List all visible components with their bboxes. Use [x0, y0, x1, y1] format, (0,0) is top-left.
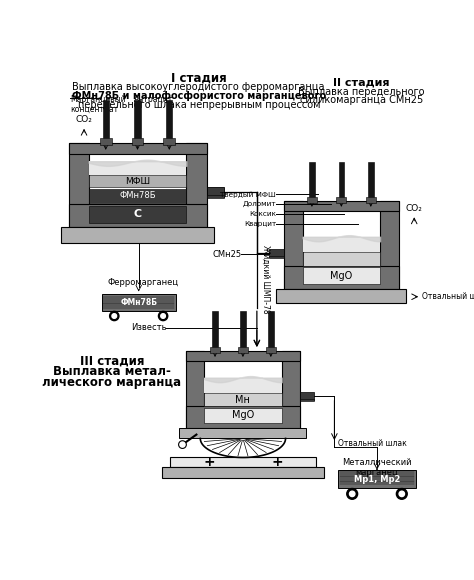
Text: ФМн78Б и малофосфористого марганцевого: ФМн78Б и малофосфористого марганцевого	[72, 91, 326, 101]
Text: I стадия: I стадия	[171, 72, 227, 85]
Text: Известь: Известь	[131, 323, 166, 332]
Bar	[100, 138, 111, 145]
Text: Выплавка передельного: Выплавка передельного	[298, 86, 425, 96]
Bar	[186, 406, 300, 427]
Text: силикомарганца СМн25: силикомарганца СМн25	[300, 95, 423, 105]
Text: Доломит: Доломит	[243, 201, 276, 208]
Bar	[207, 187, 224, 197]
Text: Коксик: Коксик	[249, 211, 276, 218]
Text: +: +	[271, 455, 283, 469]
Bar	[207, 195, 224, 198]
Circle shape	[396, 488, 407, 499]
Bar	[300, 399, 314, 401]
Bar	[102, 295, 175, 311]
Circle shape	[161, 314, 165, 318]
Bar	[89, 206, 186, 223]
Bar	[204, 408, 282, 423]
Text: Отвальный шлак: Отвальный шлак	[338, 438, 407, 448]
Text: СМн25: СМн25	[212, 250, 241, 259]
Text: Металлический
марганец: Металлический марганец	[342, 458, 412, 477]
Bar	[268, 256, 284, 258]
Bar	[89, 189, 186, 203]
Bar	[284, 201, 399, 211]
Circle shape	[347, 488, 357, 499]
Bar	[302, 252, 380, 266]
Text: II стадия: II стадия	[333, 77, 390, 88]
Bar	[103, 100, 109, 138]
Bar	[338, 162, 344, 197]
Text: С: С	[134, 209, 142, 219]
Bar	[266, 347, 276, 353]
Text: CO₂: CO₂	[76, 114, 92, 124]
Bar	[302, 237, 380, 252]
Bar	[179, 427, 307, 438]
Text: MgO: MgO	[330, 271, 353, 281]
Text: Антрацит: Антрацит	[134, 95, 173, 104]
Bar	[282, 351, 300, 427]
Bar	[300, 392, 314, 400]
Bar	[268, 249, 284, 257]
Bar	[240, 311, 246, 347]
Bar	[276, 289, 406, 303]
Bar	[212, 311, 218, 347]
Bar	[204, 378, 282, 393]
Circle shape	[109, 311, 119, 321]
Bar	[132, 138, 143, 145]
Text: лического марганца: лического марганца	[42, 376, 182, 389]
Circle shape	[158, 311, 168, 321]
Circle shape	[112, 314, 117, 318]
Text: Ферромарганец: Ферромарганец	[107, 278, 178, 287]
Bar	[69, 204, 207, 227]
Text: +: +	[203, 455, 215, 469]
Bar	[210, 347, 220, 353]
Bar	[284, 266, 399, 289]
Bar	[186, 143, 207, 227]
Bar	[302, 267, 380, 284]
Bar	[166, 100, 173, 138]
Text: Твердый МФШ: Твердый МФШ	[220, 191, 276, 198]
Bar	[69, 143, 207, 154]
Bar	[337, 197, 346, 203]
Text: Мн: Мн	[236, 395, 250, 405]
Text: Жидкий ШМП-78: Жидкий ШМП-78	[262, 245, 271, 313]
Text: III стадия: III стадия	[80, 354, 144, 368]
Text: Мр1, Мр2: Мр1, Мр2	[354, 475, 400, 484]
Bar	[380, 201, 399, 289]
Bar	[164, 138, 175, 145]
Text: Выплавка метал-: Выплавка метал-	[53, 365, 171, 378]
Text: ФМн78Б: ФМн78Б	[120, 298, 157, 307]
Text: ФМн78Б: ФМн78Б	[119, 191, 156, 200]
Bar	[368, 162, 374, 197]
Bar	[204, 393, 282, 406]
Text: MgO: MgO	[232, 410, 254, 420]
Bar	[61, 227, 214, 243]
Bar	[284, 201, 302, 289]
Bar	[69, 143, 89, 227]
Text: CO₂: CO₂	[406, 204, 423, 213]
Circle shape	[399, 491, 404, 496]
Bar	[268, 311, 273, 347]
Bar	[170, 458, 316, 467]
Bar	[309, 162, 315, 197]
Bar	[186, 351, 204, 427]
Circle shape	[179, 441, 186, 448]
Bar	[338, 470, 416, 488]
Bar	[135, 100, 141, 138]
Bar	[366, 197, 376, 203]
Circle shape	[349, 491, 355, 496]
Text: передельного шлака непрерывным процессом: передельного шлака непрерывным процессом	[78, 100, 320, 110]
Text: Кварцит: Кварцит	[244, 222, 276, 227]
Text: МФШ: МФШ	[125, 177, 150, 186]
Bar	[89, 175, 186, 187]
Text: Выплавка высокоуглеродистого ферромарганца: Выплавка высокоуглеродистого ферромарган…	[73, 82, 325, 92]
Bar	[307, 197, 317, 203]
Bar	[162, 467, 324, 477]
Text: Отвальный шлак: Отвальный шлак	[422, 292, 474, 301]
Bar	[89, 161, 186, 175]
Bar	[186, 351, 300, 361]
Text: Марганцевый
концентрат: Марганцевый концентрат	[70, 95, 126, 114]
Bar	[238, 347, 248, 353]
